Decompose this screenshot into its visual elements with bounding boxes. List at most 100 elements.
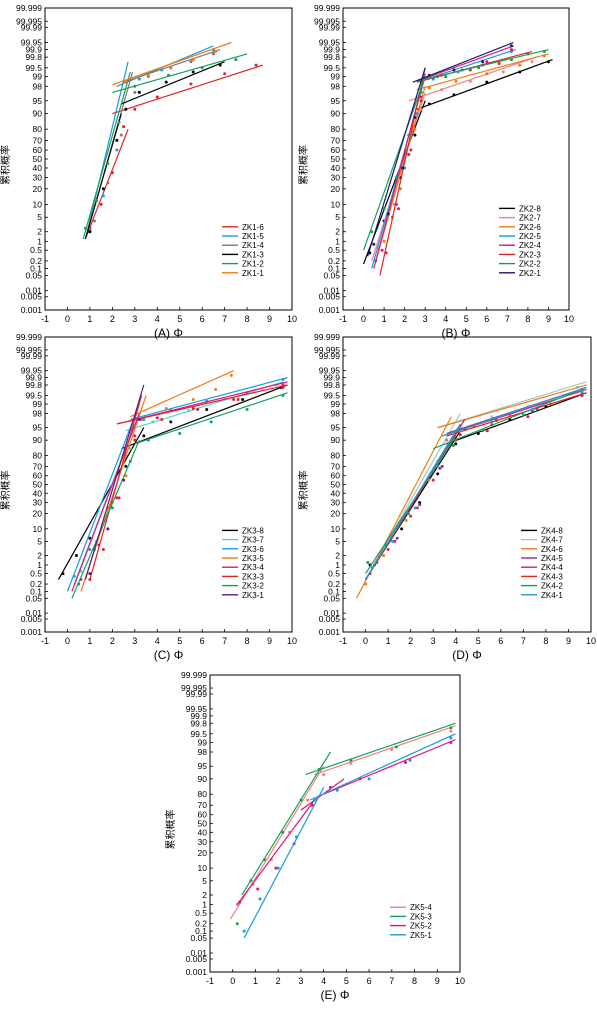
series-ZK3-3 xyxy=(88,384,288,582)
legend-entry: ZK2-2 xyxy=(519,260,541,269)
data-point xyxy=(133,84,137,88)
data-point xyxy=(256,887,260,891)
y-tick-label: 0.01 xyxy=(25,608,42,618)
data-point xyxy=(92,219,96,223)
data-point xyxy=(407,133,411,137)
data-point xyxy=(124,107,128,111)
data-point xyxy=(119,133,123,137)
y-tick-label: 99.5 xyxy=(190,729,207,739)
data-point xyxy=(413,127,417,131)
y-tick-label: 30 xyxy=(33,498,43,508)
series-line-segment xyxy=(437,384,587,429)
y-tick-label: 0.05 xyxy=(25,593,42,603)
data-point xyxy=(235,922,239,926)
data-point xyxy=(436,464,440,468)
x-tick-label: 7 xyxy=(505,314,510,324)
x-tick-label: 4 xyxy=(321,976,326,986)
y-tick-label: 1 xyxy=(335,560,340,570)
x-tick-label: 0 xyxy=(230,976,235,986)
data-point xyxy=(61,572,65,576)
series-ZK1-5 xyxy=(84,45,215,240)
x-tick-label: 6 xyxy=(484,314,489,324)
y-tick-label: 0.001 xyxy=(21,305,43,315)
x-tick-label: 0 xyxy=(361,314,366,324)
data-point xyxy=(245,407,249,411)
data-point xyxy=(415,506,419,510)
data-point xyxy=(124,464,128,468)
y-tick-label: 98 xyxy=(33,81,43,91)
y-tick-label: 98 xyxy=(331,408,341,418)
x-tick-label: 7 xyxy=(389,976,394,986)
legend-entry: ZK4-6 xyxy=(541,545,563,554)
x-tick-label: 10 xyxy=(564,314,574,324)
data-point xyxy=(164,80,168,84)
data-point xyxy=(209,420,213,424)
y-tick-label: 99.9 xyxy=(323,45,340,55)
y-tick-label: 99.95 xyxy=(186,704,208,714)
data-point xyxy=(200,66,204,70)
y-tick-label: 90 xyxy=(331,435,341,445)
y-axis-title: 累积概率 xyxy=(0,145,12,185)
data-point xyxy=(468,79,472,83)
data-point xyxy=(133,107,137,111)
y-tick-label: 0.2 xyxy=(30,579,42,589)
data-point xyxy=(115,496,119,500)
y-tick-label: 99.5 xyxy=(25,390,42,400)
legend-entry: ZK3-1 xyxy=(242,591,264,600)
data-point xyxy=(117,120,121,124)
legend-entry: ZK3-4 xyxy=(242,563,264,572)
y-tick-label: 99.99 xyxy=(21,351,43,361)
data-point xyxy=(101,548,105,552)
x-tick-label: 8 xyxy=(245,314,250,324)
y-tick-label: 0.5 xyxy=(30,245,42,255)
series-line-segment xyxy=(123,49,221,83)
y-tick-label: 60 xyxy=(331,145,341,155)
y-tick-label: 70 xyxy=(331,461,341,471)
data-point xyxy=(242,929,246,933)
series-line-segment xyxy=(416,53,549,91)
data-point xyxy=(580,389,584,393)
data-point xyxy=(178,431,182,435)
y-tick-label: 80 xyxy=(33,124,43,134)
data-point xyxy=(454,79,458,83)
y-tick-label: 90 xyxy=(198,774,208,784)
y-tick-label: 2 xyxy=(37,551,42,561)
y-tick-label: 50 xyxy=(33,154,43,164)
data-point xyxy=(191,70,195,74)
legend-entry: ZK4-1 xyxy=(541,591,563,600)
y-tick-label: 40 xyxy=(33,488,43,498)
data-point xyxy=(518,63,522,67)
legend-entry: ZK1-6 xyxy=(242,223,264,232)
y-tick-label: 0.05 xyxy=(323,271,340,281)
y-tick-label: 60 xyxy=(33,471,43,481)
panel-label: (B) Φ xyxy=(442,326,471,340)
data-point xyxy=(191,407,195,411)
series-line-segment xyxy=(416,49,549,82)
data-point xyxy=(364,582,368,586)
data-point xyxy=(372,242,376,246)
y-tick-label: 99.95 xyxy=(21,366,43,376)
data-point xyxy=(229,373,233,377)
x-tick-label: 5 xyxy=(464,314,469,324)
series-ZK1-1 xyxy=(112,41,232,86)
y-tick-label: 60 xyxy=(198,810,208,820)
y-tick-label: 95 xyxy=(33,96,43,106)
y-tick-label: 60 xyxy=(33,145,43,155)
y-tick-label: 99.8 xyxy=(25,380,42,390)
y-tick-label: 0.5 xyxy=(328,245,340,255)
series-ZK5-3 xyxy=(235,722,456,926)
data-point xyxy=(394,176,398,180)
x-tick-label: 3 xyxy=(132,636,137,646)
legend-entry: ZK3-7 xyxy=(242,536,264,545)
data-point xyxy=(223,72,227,76)
y-tick-label: 40 xyxy=(331,488,341,498)
x-tick-label: 0 xyxy=(65,636,70,646)
legend-entry: ZK2-3 xyxy=(519,250,541,259)
data-point xyxy=(205,407,209,411)
y-tick-label: 99.995 xyxy=(314,16,340,26)
data-point xyxy=(276,866,280,870)
data-point xyxy=(427,102,431,106)
y-tick-label: 99.999 xyxy=(16,3,42,13)
data-point xyxy=(485,60,489,64)
